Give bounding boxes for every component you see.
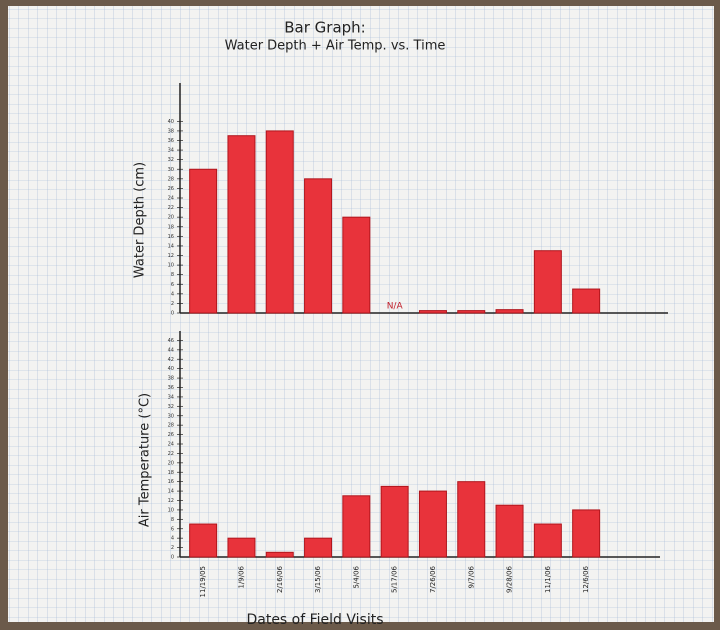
bar [380, 485, 409, 558]
y-tick-label: 2 [171, 545, 174, 551]
y-tick-label: 18 [168, 224, 174, 230]
y-tick-label: 34 [168, 394, 174, 400]
y-tick-label: 40 [168, 119, 174, 125]
x-tick-label: 11/19/05 [199, 566, 207, 597]
y-tick-label: 28 [168, 423, 174, 429]
y-tick-label: 38 [168, 376, 174, 382]
y-tick-label: 10 [168, 507, 174, 513]
value-label: N/A [387, 302, 404, 312]
y-tick-label: 0 [171, 311, 174, 317]
x-axis-label: Dates of Field Visits [246, 612, 383, 628]
y-tick-label: 2 [171, 301, 174, 307]
x-tick-label: 5/4/06 [352, 565, 360, 588]
bar [418, 490, 447, 558]
y-axis-label: Air Temperature (°C) [138, 393, 153, 527]
y-tick-label: 38 [168, 128, 174, 134]
y-tick-label: 36 [168, 385, 174, 391]
y-tick-label: 16 [168, 479, 174, 485]
chart-title: Bar Graph: [284, 19, 365, 37]
y-tick-label: 30 [168, 167, 174, 173]
bar [189, 168, 218, 314]
bar [304, 537, 333, 558]
y-tick-label: 22 [168, 451, 174, 457]
x-tick-label: 5/17/06 [391, 565, 399, 593]
y-tick-label: 4 [171, 291, 174, 297]
bar [227, 135, 256, 314]
bar [418, 310, 447, 314]
x-tick-label: 9/28/06 [506, 565, 514, 593]
y-tick-label: 14 [168, 243, 174, 249]
bar [457, 310, 486, 314]
x-tick-label: 11/1/06 [544, 565, 552, 593]
y-tick-label: 8 [171, 272, 174, 278]
y-tick-label: 30 [168, 413, 174, 419]
y-tick-label: 44 [168, 347, 174, 353]
y-tick-label: 18 [168, 470, 174, 476]
x-tick-label: 7/26/06 [429, 565, 437, 593]
y-tick-label: 32 [168, 157, 174, 163]
x-tick-label: 1/9/06 [237, 565, 245, 588]
y-tick-label: 8 [171, 517, 174, 523]
y-tick-label: 22 [168, 205, 174, 211]
x-tick-label: 2/16/06 [276, 565, 284, 593]
y-tick-label: 6 [171, 526, 174, 532]
y-tick-label: 28 [168, 176, 174, 182]
y-tick-label: 12 [168, 253, 174, 259]
y-tick-label: 24 [168, 442, 174, 448]
y-tick-label: 12 [168, 498, 174, 504]
x-tick-label: 12/6/06 [582, 565, 590, 593]
y-tick-label: 14 [168, 489, 174, 495]
y-tick-label: 6 [171, 282, 174, 288]
y-axis-label: Water Depth (cm) [133, 162, 148, 278]
y-tick-label: 42 [168, 357, 174, 363]
chart-subtitle: Water Depth + Air Temp. vs. Time [225, 39, 446, 54]
x-tick-label: 3/15/06 [314, 565, 322, 593]
y-tick-label: 40 [168, 366, 174, 372]
bar [495, 504, 524, 558]
bar [304, 178, 333, 314]
bar [265, 130, 294, 314]
bar [572, 288, 601, 314]
bar [495, 309, 524, 314]
bar [227, 537, 256, 558]
bar [457, 481, 486, 558]
bar [342, 216, 371, 314]
bar [342, 495, 371, 558]
y-tick-label: 20 [168, 215, 174, 221]
y-tick-label: 36 [168, 138, 174, 144]
bar [533, 250, 562, 314]
x-tick-label: 9/7/06 [467, 565, 475, 588]
y-tick-label: 34 [168, 148, 174, 154]
y-tick-label: 4 [171, 536, 174, 542]
y-tick-label: 20 [168, 460, 174, 466]
y-tick-label: 26 [168, 432, 174, 438]
y-tick-label: 46 [168, 338, 174, 344]
y-tick-label: 24 [168, 196, 174, 202]
bar [572, 509, 601, 558]
y-tick-label: 32 [168, 404, 174, 410]
y-tick-label: 16 [168, 234, 174, 240]
y-tick-label: 10 [168, 263, 174, 269]
y-tick-label: 26 [168, 186, 174, 192]
bar [533, 523, 562, 558]
y-tick-label: 0 [171, 555, 174, 561]
bar [265, 551, 294, 558]
bar [189, 523, 218, 558]
